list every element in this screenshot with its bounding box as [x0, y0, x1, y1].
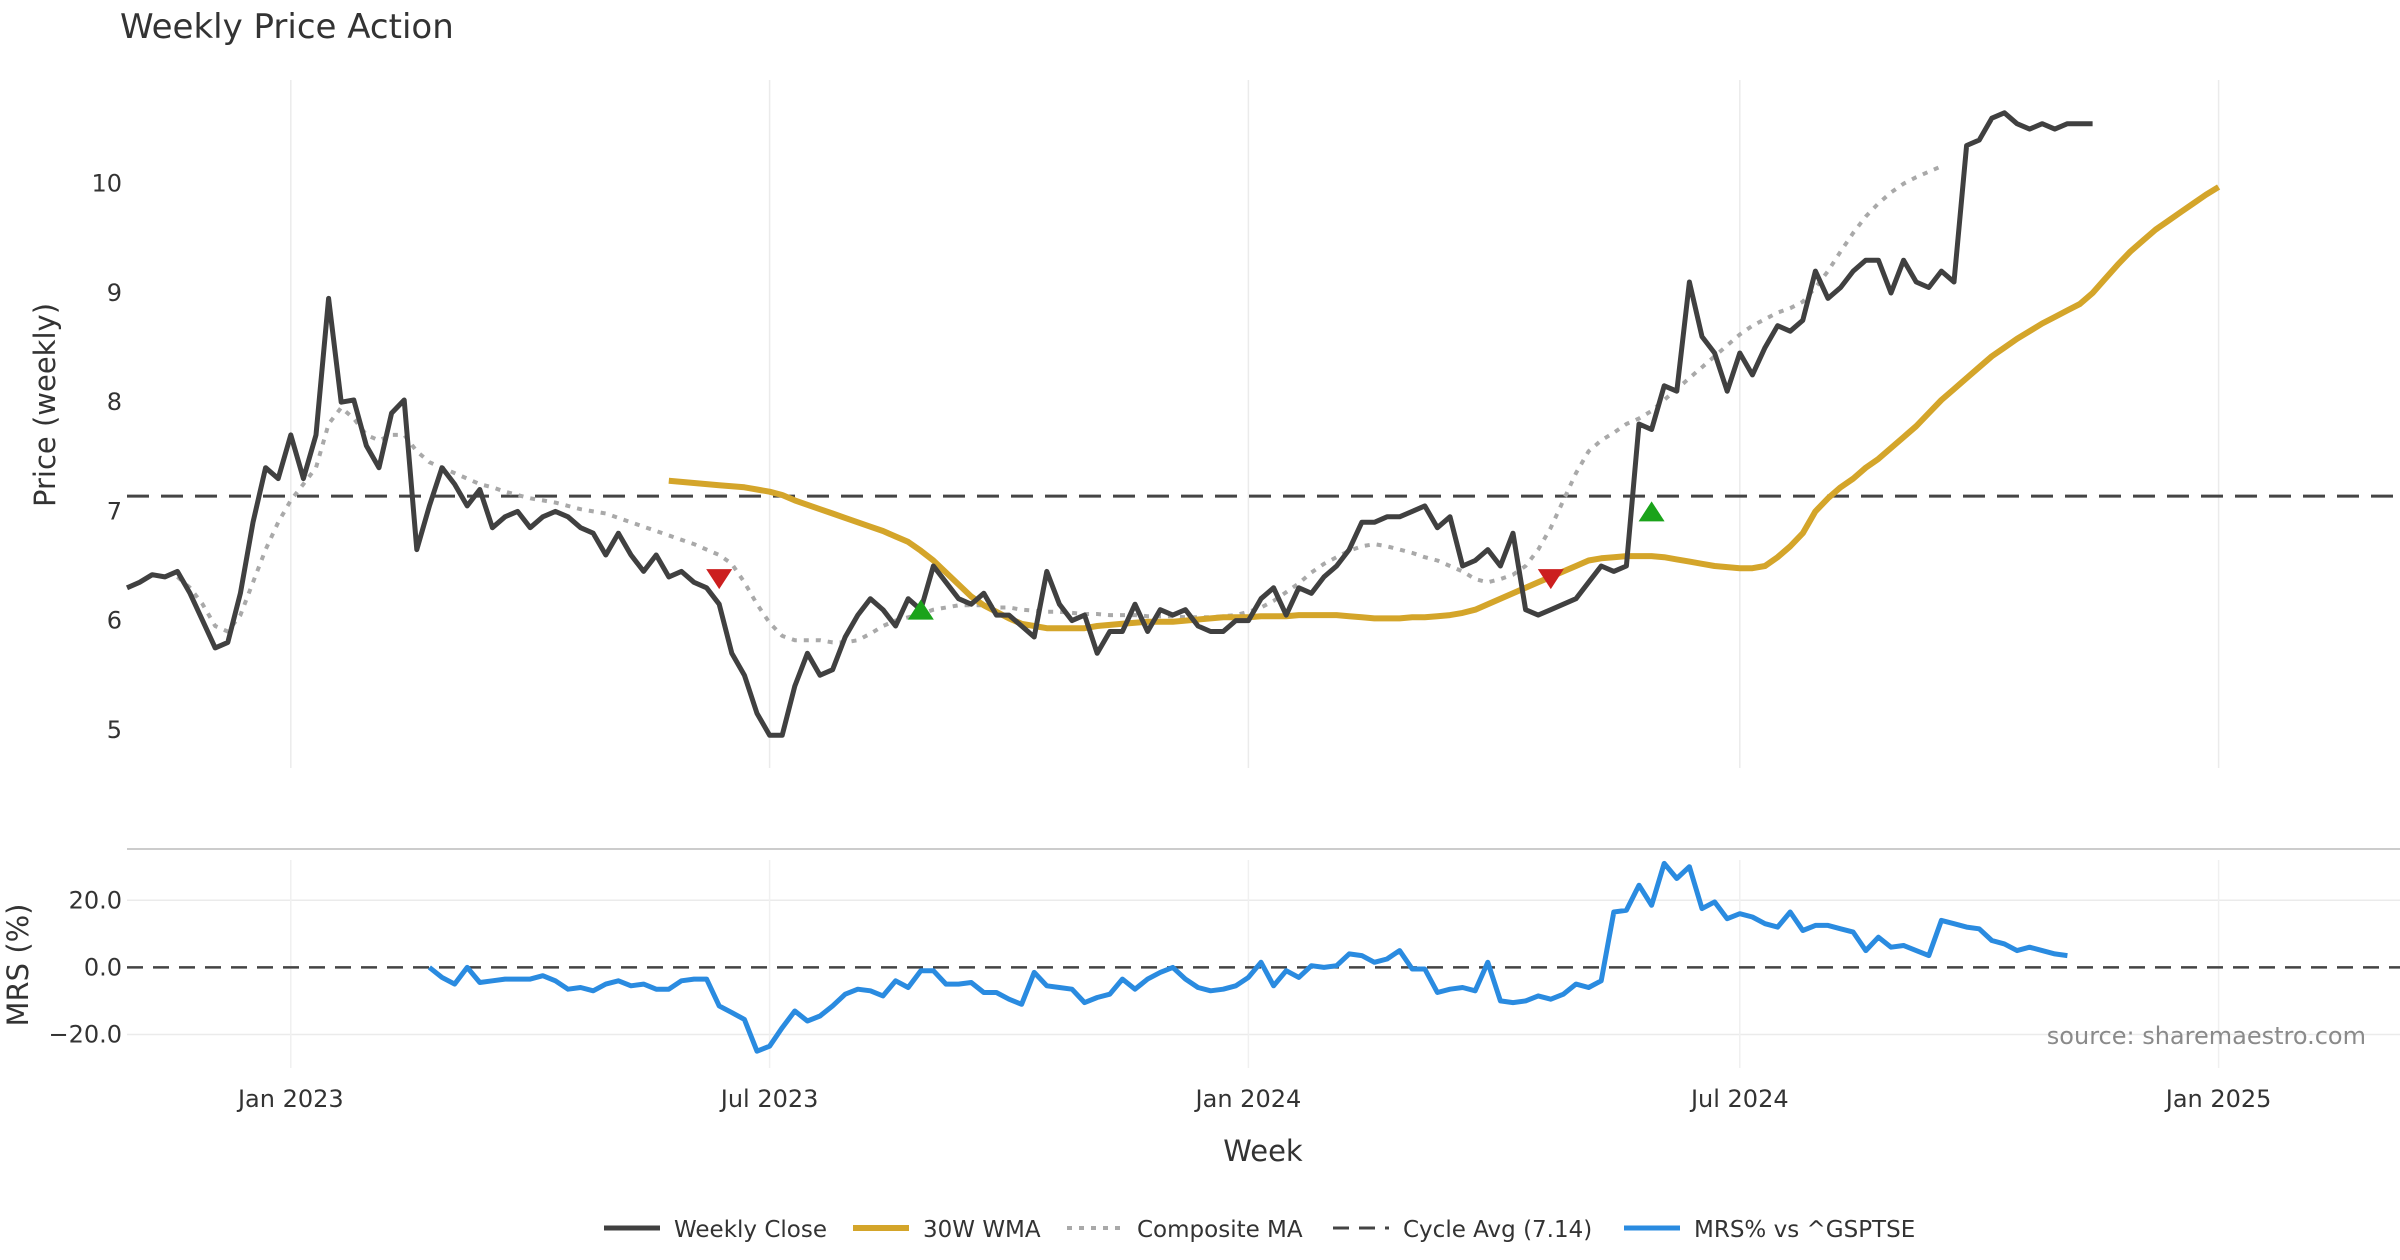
legend-label-3: Cycle Avg (7.14)	[1403, 1217, 1592, 1243]
price-y-tick-label: 6	[107, 607, 122, 635]
price-y-tick-label: 8	[107, 388, 122, 416]
source-note: source: sharemaestro.com	[2047, 1022, 2366, 1050]
x-axis-ticks: Jan 2023 Jul 2023 Jan 2024 Jul 2024 Jan 2025…	[236, 1085, 2272, 1113]
composite-ma-line	[176, 164, 1943, 645]
x-tick-label: Jul 2023	[719, 1085, 819, 1113]
buy-marker-3	[1638, 501, 1665, 522]
buy-marker-1	[907, 599, 934, 620]
sell-marker-0	[706, 569, 733, 590]
price-y-axis-label: Price (weekly)	[28, 303, 62, 507]
x-axis-label: Week	[1223, 1134, 1303, 1168]
legend: Weekly Close 30W WMA Composite MA Cycle Avg…	[604, 1217, 1915, 1243]
mrs-line	[427, 860, 2068, 1054]
x-tick-label: Jul 2024	[1689, 1085, 1789, 1113]
price-vertical-gridlines	[290, 80, 2220, 768]
weekly-close-line	[125, 110, 2093, 738]
x-tick-label: Jan 2024	[1194, 1085, 1302, 1113]
price-y-tick-label: 5	[107, 716, 122, 744]
price-y-tick-label: 10	[91, 170, 122, 198]
legend-label-0: Weekly Close	[674, 1217, 827, 1243]
price-panel: 5 6 7 8 9 10 Price (weekly)	[28, 80, 2400, 768]
sell-marker-2	[1537, 569, 1564, 590]
mrs-y-ticks: 20.0 0.0 −20.0	[48, 886, 122, 1048]
mrs-y-axis-label: MRS (%)	[1, 904, 35, 1027]
legend-label-2: Composite MA	[1137, 1217, 1303, 1243]
price-y-ticks: 5 6 7 8 9 10	[91, 170, 122, 744]
mrs-y-tick-label: −20.0	[48, 1020, 122, 1048]
x-tick-label: Jan 2023	[236, 1085, 344, 1113]
mrs-y-tick-label: 0.0	[84, 953, 122, 981]
price-y-tick-label: 9	[107, 279, 122, 307]
mrs-y-tick-label: 20.0	[69, 886, 122, 914]
mrs-panel: 20.0 0.0 −20.0 MRS (%) source: sharemaestr…	[1, 860, 2400, 1068]
signal-markers	[706, 501, 1665, 620]
chart-title: Weekly Price Action	[120, 7, 454, 47]
legend-label-4: MRS% vs ^GSPTSE	[1694, 1217, 1915, 1243]
mrs-gridlines	[127, 860, 2400, 1068]
x-tick-label: Jan 2025	[2164, 1085, 2272, 1113]
legend-label-1: 30W WMA	[923, 1217, 1041, 1243]
wma-30w-line	[668, 184, 2221, 632]
price-y-tick-label: 7	[107, 497, 122, 525]
